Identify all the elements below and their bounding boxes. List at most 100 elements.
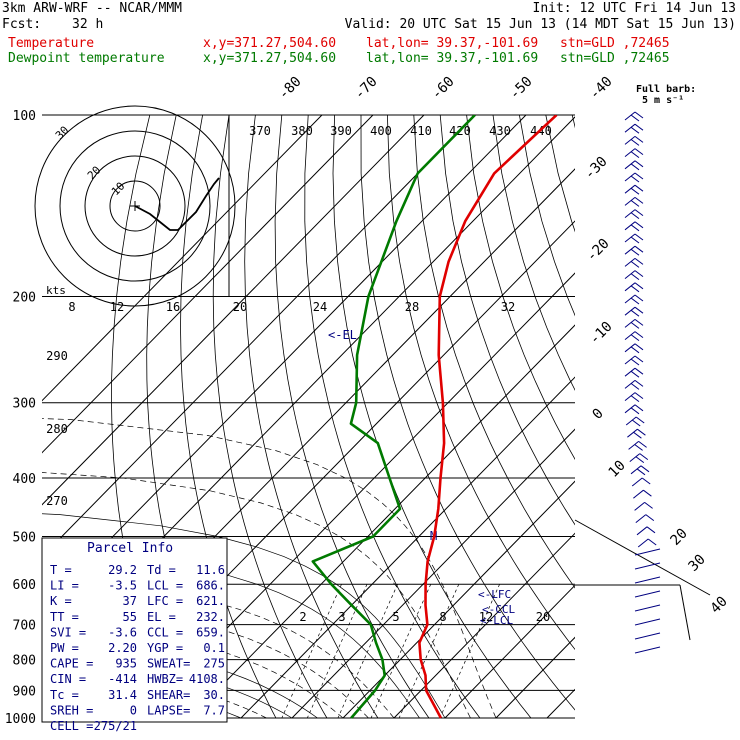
pressure-label-600: 600 — [13, 578, 36, 593]
wind-barb-25 — [625, 416, 637, 426]
wind-barb-flag-28 — [639, 453, 649, 461]
wind-barb-4 — [624, 160, 636, 170]
ring-label-28: 28 — [405, 300, 419, 314]
wind-barb-29 — [630, 465, 642, 475]
wind-barb-flag-21 — [634, 367, 644, 375]
temp-label-right-30: 30 — [686, 552, 709, 575]
dew-xy: x,y=371.27,504.60 — [203, 51, 336, 66]
wind-barb-flag2-18 — [630, 334, 640, 342]
ccl-label: <-CCL — [482, 603, 515, 616]
parcel-key-9: SREH = — [50, 703, 93, 717]
wind-barb-30 — [631, 477, 643, 487]
hodograph: 30 20 10 kts — [34, 105, 236, 307]
wind-barb-flag-9 — [634, 221, 644, 229]
wind-barb-flag2-16 — [630, 309, 640, 317]
dry-adiabat-280 — [212, 115, 328, 719]
mixing-label-8: 8 — [439, 610, 446, 624]
wind-barb-low-5 — [634, 618, 661, 626]
parcel-panel-box — [41, 537, 228, 723]
forecast-label: Fcst: — [2, 17, 41, 32]
mixing-ratio-lines — [281, 584, 500, 719]
wind-barb-flag2-6 — [630, 187, 640, 195]
hodograph-ring-2 — [59, 130, 211, 282]
wind-barb-flag-4 — [634, 160, 644, 168]
wind-barb-flag2-9 — [630, 224, 640, 232]
hodograph-trace — [134, 177, 220, 231]
wind-barb-flag-2 — [634, 135, 644, 143]
theta-label-400: 400 — [370, 124, 392, 138]
parcel-val2-1: 686. — [196, 579, 225, 593]
temp-xy: x,y=371.27,504.60 — [203, 36, 336, 51]
dry-adiabat-460 — [704, 115, 740, 718]
wind-barb-20 — [624, 355, 636, 365]
el-label: <-EL — [328, 328, 357, 342]
isotherm--30 — [138, 272, 575, 719]
wind-barb-flag2-13 — [630, 273, 640, 281]
parcel-key-4: SVI = — [50, 625, 86, 639]
wind-barb-flag-32 — [644, 501, 653, 509]
pressure-label-500: 500 — [13, 530, 36, 545]
lfc-label: <-LFC — [478, 588, 511, 601]
parcel-key2-3: EL = — [147, 610, 176, 624]
wind-barb-22 — [624, 380, 636, 389]
parcel-val2-9: 7.7 — [203, 703, 225, 717]
legend-dewpoint: Dewpoint temperature — [8, 51, 165, 66]
pressure-label-800: 800 — [13, 654, 36, 669]
pressure-label-1000: 1000 — [5, 712, 36, 727]
parcel-key-5: PW = — [50, 641, 79, 655]
wind-barb-flag2-10 — [630, 236, 640, 244]
wind-barb-28 — [629, 453, 641, 462]
isotherm-40 — [495, 636, 575, 719]
dry-adiabat-310 — [304, 115, 481, 719]
wind-barb-low-4 — [634, 604, 661, 612]
temp-label-right-40: 40 — [708, 594, 731, 617]
dew-station: stn=GLD ,72465 — [560, 51, 670, 66]
parcel-val2-4: 659. — [196, 625, 225, 639]
wind-barb-32 — [634, 502, 645, 511]
parcel-val-0: 29.2 — [108, 563, 137, 577]
parcel-key2-5: YGP = — [147, 641, 183, 655]
parcel-val-5: 2.20 — [108, 641, 137, 655]
isotherm-50 — [546, 688, 575, 719]
mixing-label-5: 5 — [392, 610, 399, 624]
mixing-label-2: 2 — [299, 610, 306, 624]
wind-barb-flag-1 — [634, 123, 644, 131]
parcel-key-6: CAPE = — [50, 657, 93, 671]
wind-barb-17 — [624, 319, 636, 328]
pressure-label-700: 700 — [13, 619, 36, 634]
wind-barb-flag-17 — [634, 318, 644, 326]
parcel-val-2: 37 — [123, 594, 137, 608]
wind-barb-flag-25 — [635, 416, 645, 424]
wind-barb-flag-16 — [634, 306, 644, 314]
dry-adiabat-400 — [545, 115, 575, 233]
forecast-hour: 32 h — [72, 17, 103, 32]
parcel-info-panel: Parcel Info T = 29.2 Td = 11.6 LI = -3.5 LCL = 6… — [41, 537, 228, 733]
wind-barb-7 — [624, 197, 636, 206]
ring-label-32: 32 — [501, 300, 515, 314]
wind-barb-flag-31 — [643, 489, 652, 497]
wind-barb-16 — [624, 306, 636, 316]
dry-adiabat-360 — [439, 115, 575, 526]
isotherm--90 — [42, 115, 425, 506]
parcel-val2-6: 275 — [203, 657, 225, 671]
mixing-line-5 — [337, 584, 398, 719]
wind-barb-low-3 — [634, 590, 661, 598]
mixing-label-12: 12 — [479, 610, 493, 624]
isotherm--70 — [42, 115, 527, 610]
parcel-key2-0: Td = — [147, 563, 176, 577]
isotherm--80 — [42, 115, 476, 558]
wind-barb-8 — [624, 209, 636, 218]
temp-label--70: -70 — [352, 74, 381, 103]
hodograph-ring-0 — [109, 180, 161, 232]
mixing-line-3 — [306, 584, 368, 719]
parcel-key-10: CELL = — [50, 719, 93, 733]
pressure-label-100: 100 — [13, 109, 36, 124]
dry-adiabat-390 — [519, 115, 575, 317]
hodo-ring-label-20: 20 — [85, 164, 104, 183]
wind-barb-19 — [624, 343, 636, 353]
parcel-key-0: T = — [50, 563, 72, 577]
wind-barb-flag-11 — [634, 245, 644, 253]
wind-barb-flag2-23 — [630, 395, 640, 403]
parcel-val2-0: 11.6 — [196, 563, 225, 577]
theta-label-380: 380 — [291, 124, 313, 138]
